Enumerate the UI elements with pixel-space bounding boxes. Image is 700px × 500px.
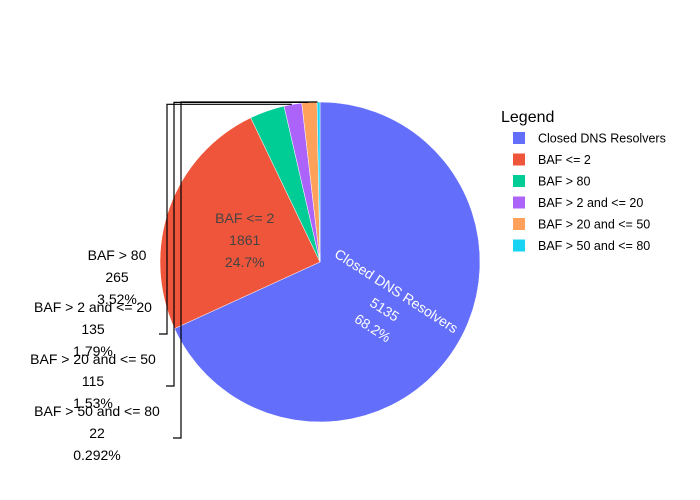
legend-swatch-baf-80 xyxy=(513,175,525,187)
legend-title: Legend xyxy=(501,109,554,126)
legend-item-baf-2: BAF <= 2 xyxy=(538,153,591,167)
slice-label-baf-80: BAF > 80 265 3.52% xyxy=(88,247,147,307)
legend-swatch-baf-2-and-20 xyxy=(513,196,525,209)
pie-slice-closed-dns-resolvers xyxy=(174,101,481,423)
slice-label-baf-2: BAF <= 2 1861 24.7% xyxy=(215,210,274,270)
legend-item-closed-dns-resolvers: Closed DNS Resolvers xyxy=(538,132,666,146)
leader-line-baf-50-and-80 xyxy=(173,101,318,439)
legend-item-baf-80: BAF > 80 xyxy=(538,175,591,189)
legend-swatch-closed-dns-resolvers xyxy=(513,132,525,144)
slice-label-baf-2-and-20: BAF > 2 and <= 20 135 1.79% xyxy=(34,299,152,359)
slice-label-baf-20-and-50: BAF > 20 and <= 50 115 1.53% xyxy=(30,351,156,411)
pie-slice-baf-2 xyxy=(159,117,321,329)
legend-item-baf-2-and-20: BAF > 2 and <= 20 xyxy=(538,196,643,210)
legend: Legend Closed DNS Resolvers BAF <= 2 BAF >… xyxy=(501,109,666,253)
legend-item-baf-20-and-50: BAF > 20 and <= 50 xyxy=(538,218,650,232)
slice-label-baf-50-and-80: BAF > 50 and <= 80 22 0.292% xyxy=(34,403,160,463)
legend-swatch-baf-50-and-80 xyxy=(513,239,525,252)
legend-swatch-baf-20-and-50 xyxy=(513,218,525,230)
leader-line-baf-2-and-20 xyxy=(159,103,292,335)
pie-slices xyxy=(159,101,481,423)
legend-swatch-baf-2 xyxy=(513,153,525,166)
legend-item-baf-50-and-80: BAF > 50 and <= 80 xyxy=(538,239,650,253)
outside-labels: BAF > 80 265 3.52%BAF > 2 and <= 20 135 1.79… xyxy=(30,101,318,463)
